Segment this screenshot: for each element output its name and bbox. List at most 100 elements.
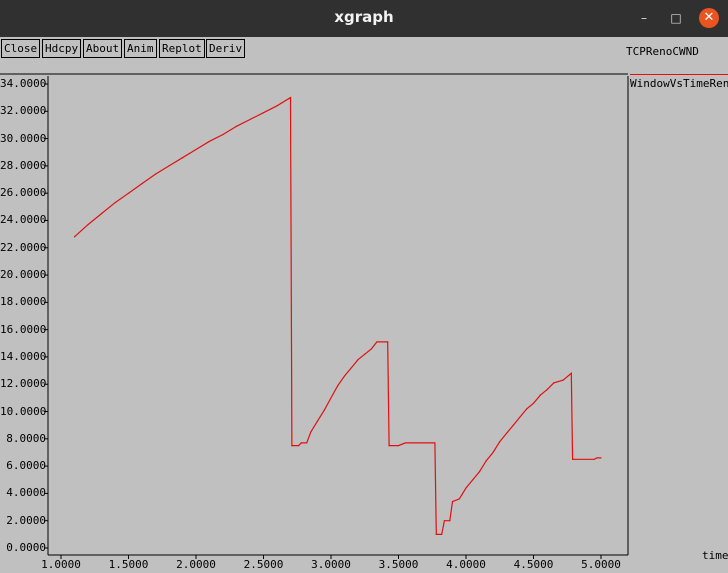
x-tick-label: 3.5000 xyxy=(378,558,419,571)
data-point xyxy=(289,97,292,99)
about-button[interactable]: About xyxy=(83,39,123,58)
data-point xyxy=(546,389,548,391)
data-point xyxy=(87,223,89,226)
series-group xyxy=(73,96,602,536)
data-point xyxy=(434,442,436,444)
y-tick-label: 0.0000 xyxy=(6,541,46,554)
x-tick-label: 3.0000 xyxy=(311,558,351,571)
x-tick-label: 1.0000 xyxy=(41,558,81,571)
chart-title: TCPRenoCWND xyxy=(626,45,699,58)
data-point xyxy=(600,457,602,459)
legend-series-label: WindowVsTimeReno xyxy=(630,77,728,90)
x-tick-label: 2.5000 xyxy=(243,558,284,571)
y-tick-label: 2.0000 xyxy=(6,513,46,527)
data-point xyxy=(485,460,487,462)
data-point xyxy=(337,385,339,387)
data-point xyxy=(276,105,278,107)
x-tick-label: 5.0000 xyxy=(581,558,621,571)
data-point xyxy=(443,520,445,522)
data-point xyxy=(114,202,116,204)
data-point xyxy=(553,382,555,384)
anim-button[interactable]: Anim xyxy=(124,39,157,58)
x-tick-label: 4.5000 xyxy=(513,558,554,571)
x-tick-label: 2.0000 xyxy=(176,558,216,571)
x-axis-label: time xyxy=(702,549,728,562)
y-tick-label: 6.0000 xyxy=(6,459,46,473)
data-point xyxy=(208,140,211,142)
data-point xyxy=(300,442,302,444)
y-tick-label: 10.0000 xyxy=(0,404,47,418)
data-point xyxy=(127,192,130,194)
data-point xyxy=(499,440,501,443)
minimize-icon[interactable]: – xyxy=(641,11,647,25)
y-tick-label: 24.0000 xyxy=(0,213,47,227)
data-point xyxy=(195,148,197,151)
data-point xyxy=(570,372,572,374)
deriv-button[interactable]: Deriv xyxy=(206,39,246,58)
data-point xyxy=(472,479,474,481)
data-point xyxy=(562,379,564,381)
data-point xyxy=(505,432,508,434)
data-point xyxy=(73,236,76,238)
window-title: xgraph xyxy=(334,8,394,26)
data-point xyxy=(168,165,170,167)
data-point xyxy=(449,520,451,522)
maximize-icon[interactable]: □ xyxy=(670,11,682,25)
close-button[interactable]: Close xyxy=(1,39,41,58)
y-tick-label: 22.0000 xyxy=(0,240,47,254)
data-point xyxy=(249,118,251,121)
axes xyxy=(0,73,629,559)
legend-series-swatch xyxy=(630,74,728,75)
replot-button[interactable]: Replot xyxy=(159,39,205,58)
data-point xyxy=(539,394,541,396)
data-point xyxy=(526,408,528,410)
data-point xyxy=(478,470,481,473)
series-line-WindowVsTimeReno xyxy=(74,96,601,536)
data-point xyxy=(532,402,535,404)
data-point xyxy=(141,183,143,185)
data-point xyxy=(343,375,346,377)
data-point xyxy=(387,341,389,343)
y-tick-label: 28.0000 xyxy=(0,158,47,172)
y-tick-label: 18.0000 xyxy=(0,295,47,309)
data-point xyxy=(330,397,332,399)
data-point xyxy=(298,445,300,447)
data-point xyxy=(519,416,521,418)
data-point xyxy=(435,533,437,535)
data-point xyxy=(370,348,373,350)
data-point xyxy=(512,424,514,426)
data-point xyxy=(441,533,443,535)
data-point xyxy=(451,501,454,503)
y-tick-label: 12.0000 xyxy=(0,377,47,391)
y-tick-label: 8.0000 xyxy=(6,431,46,445)
data-point xyxy=(458,498,460,500)
data-point xyxy=(593,458,595,460)
close-icon[interactable]: ✕ xyxy=(699,8,719,28)
y-tick-label: 32.0000 xyxy=(0,104,47,118)
data-point xyxy=(222,133,224,136)
data-point xyxy=(364,353,366,355)
data-point xyxy=(572,458,574,460)
data-point xyxy=(465,487,467,489)
x-tick-label: 1.5000 xyxy=(108,558,149,571)
hdcpy-button[interactable]: Hdcpy xyxy=(42,39,82,58)
y-tick-label: 16.0000 xyxy=(0,322,47,336)
window-titlebar[interactable]: xgraph – □ ✕ xyxy=(0,0,728,37)
data-point xyxy=(316,420,319,422)
data-point xyxy=(492,451,494,454)
y-tick-label: 34.0000 xyxy=(0,77,47,90)
data-point xyxy=(262,112,265,114)
y-tick-label: 4.0000 xyxy=(6,486,46,500)
data-point xyxy=(357,359,359,361)
data-point xyxy=(306,442,308,444)
data-point xyxy=(397,445,400,447)
y-tick-label: 30.0000 xyxy=(0,131,47,145)
data-point xyxy=(323,409,325,411)
data-point xyxy=(291,445,293,447)
data-point xyxy=(596,457,598,459)
data-point xyxy=(376,341,378,343)
data-point xyxy=(310,431,312,433)
data-point xyxy=(154,173,157,175)
data-point xyxy=(235,125,238,127)
y-tick-label: 26.0000 xyxy=(0,186,47,200)
